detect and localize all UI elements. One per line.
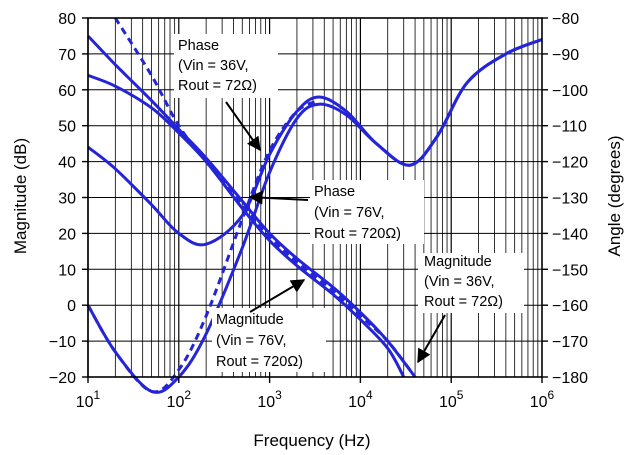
annotation-bg: [212, 308, 326, 372]
annotation-phase-36v-line2: (Vin = 36V,: [178, 58, 249, 74]
annotation-bg: [418, 253, 524, 313]
y-axis-right-title: Angle (degrees): [605, 136, 624, 257]
y-right-tick-label: −170: [552, 334, 588, 351]
arrow-phase-76v: [248, 190, 309, 205]
annotation-phase-76v-line1: Phase: [314, 184, 355, 200]
x-tick-label: 106: [530, 388, 555, 411]
arrow-mag-36v: [417, 314, 446, 364]
y-left-tick-label: 20: [58, 226, 76, 243]
tick-labels: 80 70 60 50 40 30 20 10 0 −10 −20 −80 −90 −100 −110 −12…: [49, 11, 588, 411]
y-right-tick-label: −140: [552, 226, 588, 243]
y-left-tick-label: −20: [49, 370, 76, 387]
y-right-tick-label: −120: [552, 155, 588, 172]
x-tick-label: 105: [439, 388, 464, 411]
arrow-mag-76v: [249, 279, 306, 313]
y-right-tick-label: −160: [552, 298, 588, 315]
annotation-bg: [310, 180, 424, 244]
arrow-phase-36v: [225, 101, 261, 152]
y-left-tick-label: 80: [58, 11, 76, 28]
x-tick-label: 104: [348, 388, 373, 411]
series-line-2: [87, 73, 406, 378]
y-left-tick-label: 40: [58, 155, 76, 172]
y-right-tick-label: −110: [552, 119, 587, 136]
y-left-tick-label: −10: [49, 334, 76, 351]
series-group: [86, 17, 543, 394]
y-left-tick-label: 50: [58, 119, 76, 136]
y-left-tick-label: 60: [58, 83, 76, 100]
x-tick-label: 103: [257, 388, 282, 411]
annotation-mag-36v-line1: Magnitude: [424, 254, 492, 270]
annotation-mag-36v-line2: (Vin = 36V,: [424, 274, 495, 290]
axis-ticks: [82, 17, 548, 383]
x-tick-label: 102: [167, 388, 192, 411]
annotation-bg: [174, 34, 278, 98]
y-right-tick-label: −150: [552, 262, 588, 279]
annotation-phase-36v-line1: Phase: [178, 38, 219, 54]
y-right-tick-label: −130: [552, 191, 588, 208]
y-right-tick-label: −180: [552, 370, 588, 387]
annotation-mag-36v-line3: Rout = 72Ω): [424, 294, 503, 310]
y-left-tick-label: 30: [58, 191, 76, 208]
x-axis-title: Frequency (Hz): [253, 431, 370, 450]
series-line-1: [86, 34, 417, 378]
series-line-4: [87, 38, 543, 247]
y-axis-left-title: Magnitude (dB): [11, 138, 30, 254]
annotation-phase-76v-line3: Rout = 720Ω): [314, 226, 401, 242]
series-line-6: [114, 17, 417, 378]
y-right-tick-label: −80: [552, 11, 579, 28]
x-tick-label: 101: [76, 388, 101, 411]
annotation-mag-76v-line2: (Vin = 76V,: [216, 333, 287, 349]
y-right-tick-label: −100: [552, 83, 588, 100]
annotation-phase-36v-line3: Rout = 72Ω): [178, 78, 257, 94]
annotation-mag-76v-line1: Magnitude: [216, 312, 284, 328]
annotation-phase-76v-line2: (Vin = 76V,: [314, 205, 385, 221]
annotation-mag-76v-line3: Rout = 720Ω): [216, 354, 303, 370]
y-left-tick-label: 0: [67, 298, 76, 315]
series-line-5: [86, 99, 320, 394]
annotations: Phase (Vin = 36V, Rout = 72Ω) Phase (Vin…: [174, 34, 524, 372]
y-left-tick-label: 70: [58, 47, 76, 64]
y-right-tick-label: −90: [552, 47, 579, 64]
y-left-tick-label: 10: [58, 262, 76, 279]
